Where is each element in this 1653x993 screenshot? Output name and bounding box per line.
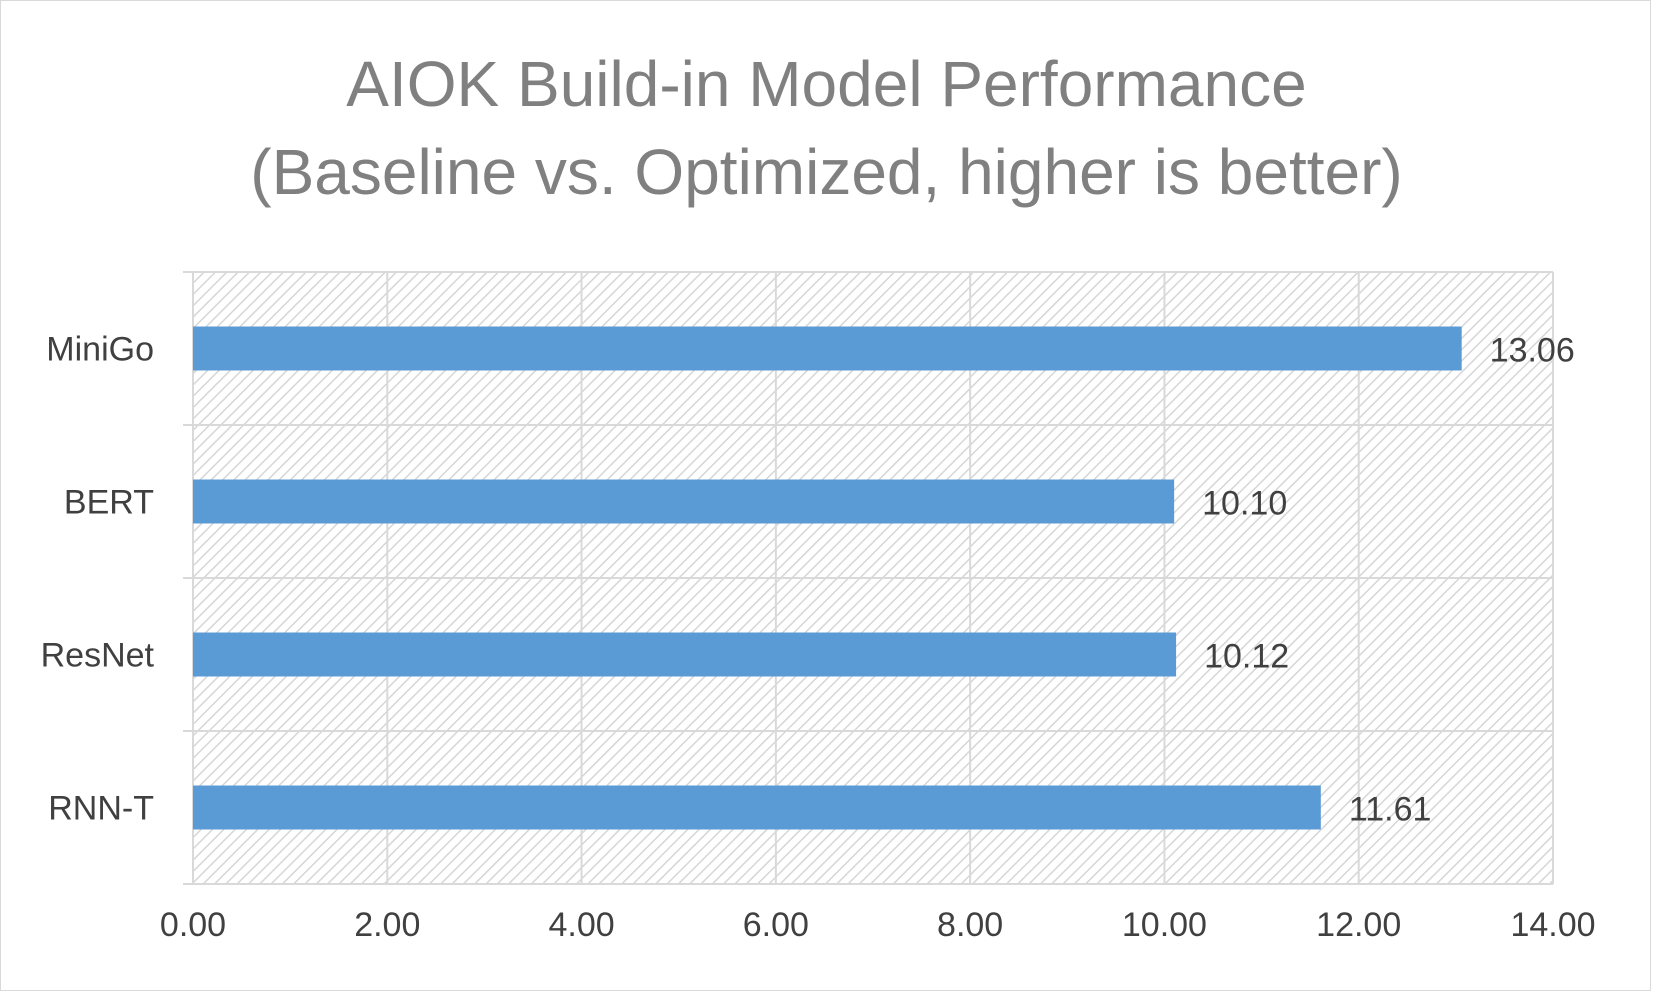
data-label: 10.10 <box>1202 485 1287 523</box>
bars <box>193 326 1462 830</box>
x-tick-label: 4.00 <box>548 906 614 944</box>
x-tick-label: 8.00 <box>937 906 1003 944</box>
x-tick-label: 10.00 <box>1122 906 1207 944</box>
x-tick-label: 12.00 <box>1316 906 1401 944</box>
x-tick-label: 0.00 <box>160 906 226 944</box>
labels: 0.00 2.00 4.00 6.00 8.00 10.00 12.00 14.00 MiniG… <box>41 331 1596 945</box>
chart-title-line-2: (Baseline vs. Optimized, higher is bette… <box>250 136 1403 208</box>
bar-rnn-t <box>193 785 1321 830</box>
data-label: 13.06 <box>1490 332 1575 370</box>
x-tick-label: 6.00 <box>743 906 809 944</box>
gridlines <box>183 271 1554 885</box>
data-label: 11.61 <box>1349 791 1432 829</box>
category-label: RNN-T <box>48 790 154 828</box>
x-tick-label: 2.00 <box>354 906 420 944</box>
data-label: 10.12 <box>1204 638 1289 676</box>
chart-title-line-1: AIOK Build-in Model Performance <box>346 48 1307 120</box>
bar-minigo <box>193 326 1462 371</box>
category-label: MiniGo <box>46 331 154 369</box>
category-label: ResNet <box>41 637 155 675</box>
bar-bert <box>193 479 1175 524</box>
bar-resnet <box>193 632 1177 677</box>
x-tick-label: 14.00 <box>1510 906 1595 944</box>
category-label: BERT <box>64 484 154 522</box>
